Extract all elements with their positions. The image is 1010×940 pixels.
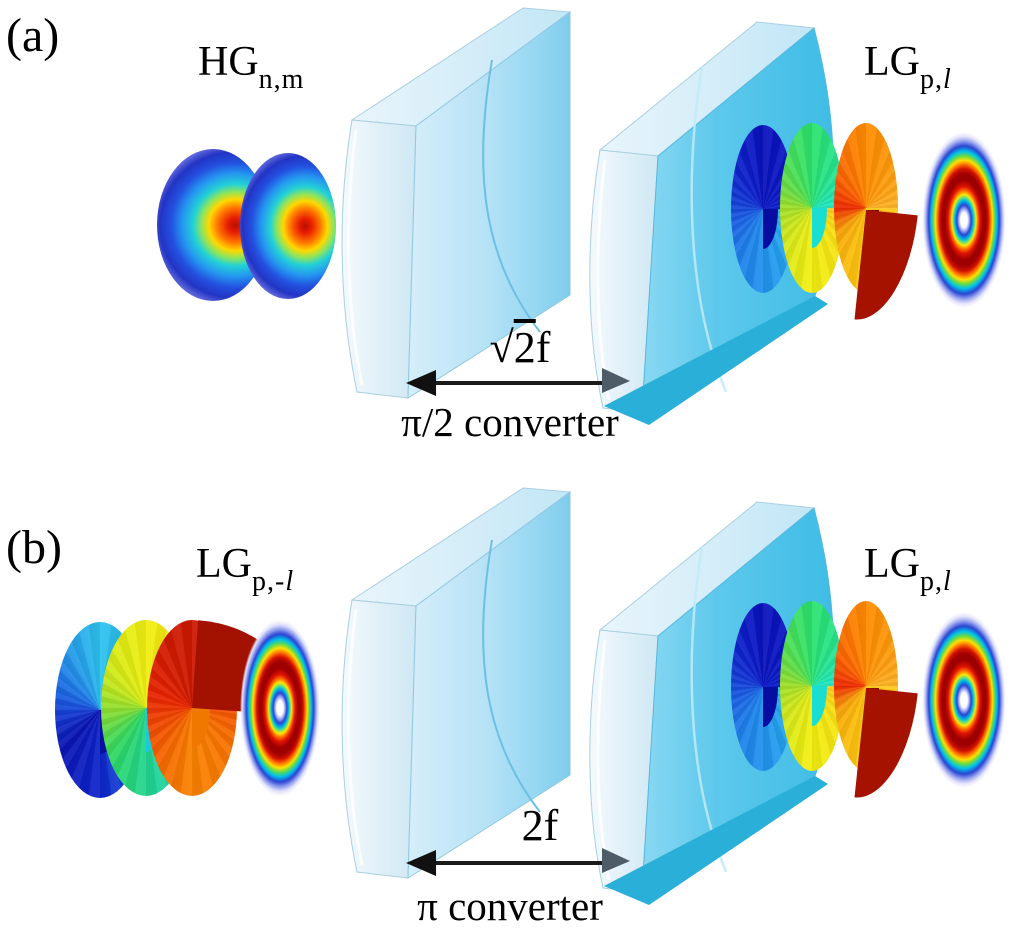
distance-label-a: √2f [445,322,595,373]
converter-label-b: π converter [417,883,603,929]
mode-subscript-italic: l [285,566,294,597]
distance-rest: 2f [521,801,559,850]
panel-a-label: (a) [6,9,60,62]
radicand: 2 [513,323,536,372]
mode-subscript-italic: l [943,566,951,597]
mode-subscript: p,- [252,566,286,597]
lg-intensity-ring [922,612,1006,788]
mode-name: HG [198,39,259,85]
converter-label-a: π/2 converter [401,399,619,445]
mode-subscript-italic: l [943,64,951,95]
distance-rest: f [535,323,551,372]
lg-intensity-ring [240,620,320,796]
panel-b-label: (b) [6,521,62,574]
mode-subscript: n,m [258,64,305,95]
lg-mode-label-b-input: LGp,-l [196,540,293,598]
mode-subscript: p, [920,566,943,597]
mode-name: LG [196,541,252,587]
radical-sign: √ [489,323,514,372]
mode-subscript: p, [920,64,943,95]
lg-intensity-ring [922,132,1006,308]
mode-name: LG [864,541,920,587]
lg-mode-label-b-output: LGp,l [864,540,951,598]
hg-intensity-lobe [240,153,336,299]
distance-label-b: 2f [465,800,615,851]
lg-mode-label-a: LGp,l [864,38,951,96]
mode-name: LG [864,39,920,85]
hg-mode-label: HGn,m [198,38,304,96]
